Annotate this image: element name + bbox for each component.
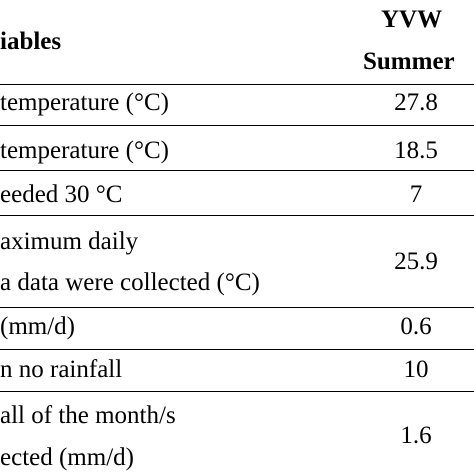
row-3-label: eeded 30 °C	[0, 181, 123, 208]
column-header-yvw: YVW	[381, 6, 443, 33]
row-6-value: 10	[403, 356, 429, 383]
header-rule	[0, 84, 474, 85]
column-header-summer: Summer	[363, 48, 455, 75]
row-2-value: 18.5	[394, 137, 438, 164]
row-1-value: 27.8	[394, 89, 438, 116]
row-7-label-line-2: ected (mm/d)	[0, 444, 134, 471]
row-4-label-line-2: a data were collected (°C)	[0, 269, 260, 296]
row-divider	[0, 349, 474, 350]
row-7-value: 1.6	[400, 422, 432, 449]
row-5-label: (mm/d)	[0, 313, 75, 340]
row-divider	[0, 391, 474, 392]
row-4-label-line-1: aximum daily	[0, 228, 139, 255]
row-7-label-line-1: all of the month/s	[0, 402, 176, 429]
row-divider	[0, 215, 474, 216]
row-3-value: 7	[409, 181, 423, 208]
row-6-label: n no rainfall	[0, 356, 123, 383]
row-divider	[0, 125, 474, 126]
row-1-label: temperature (°C)	[0, 89, 169, 116]
row-5-value: 0.6	[400, 313, 432, 340]
variables-header: iables	[0, 28, 62, 55]
row-2-label: temperature (°C)	[0, 137, 169, 164]
row-divider	[0, 170, 474, 171]
row-4-value: 25.9	[394, 248, 438, 275]
row-divider	[0, 307, 474, 308]
